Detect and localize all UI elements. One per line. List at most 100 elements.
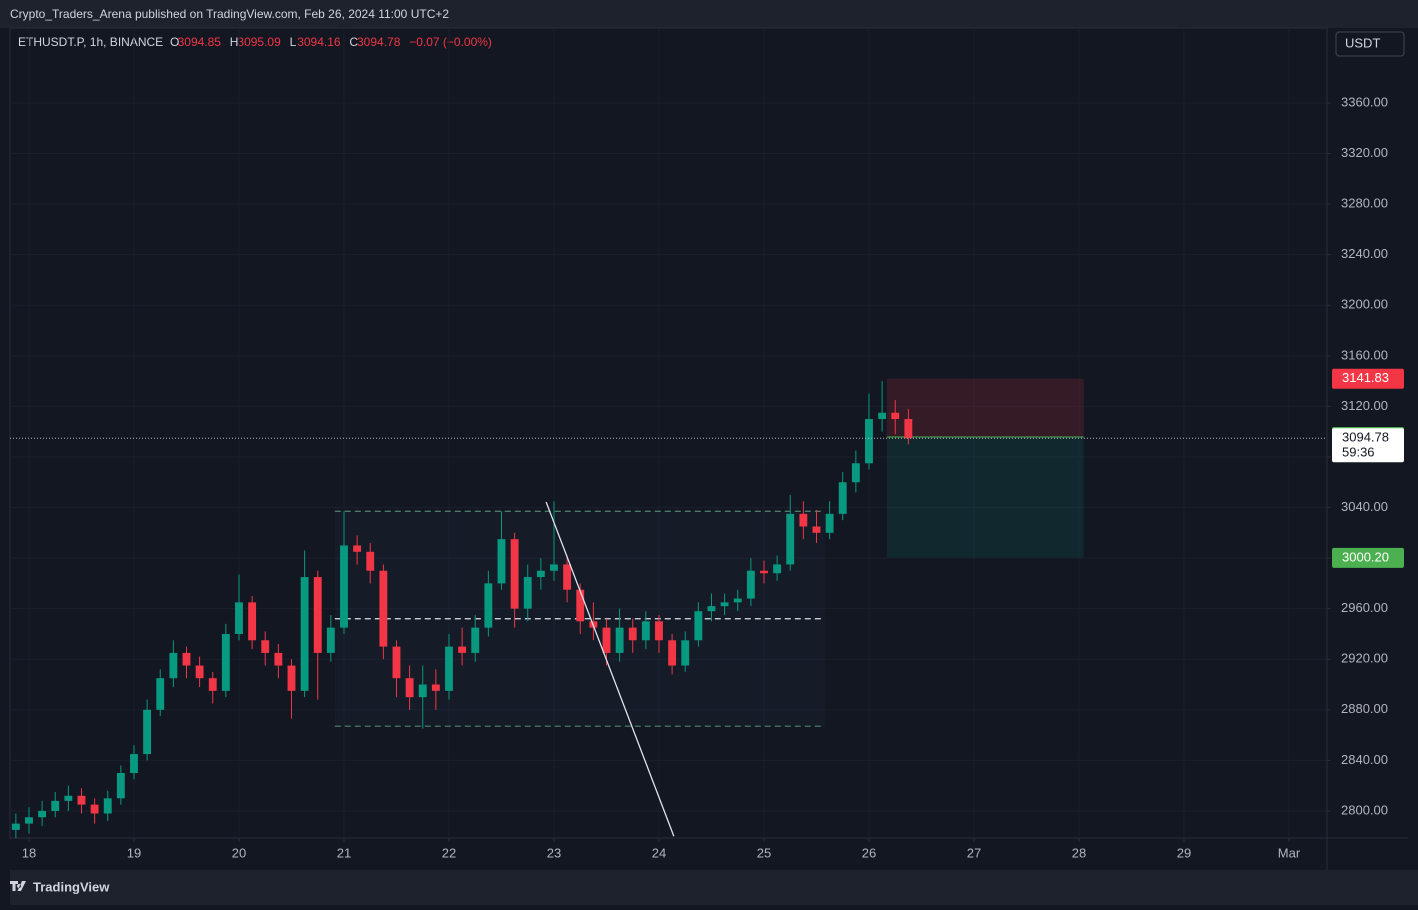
x-tick-label: 25	[757, 845, 771, 860]
x-tick-label: 19	[127, 845, 141, 860]
candle-body	[878, 412, 887, 420]
candle-body	[458, 646, 467, 653]
candle-body	[825, 513, 834, 533]
ohlc-key: L	[290, 35, 297, 49]
x-tick-label: 28	[1072, 845, 1086, 860]
candle-body	[865, 419, 873, 464]
candle-body	[143, 709, 152, 755]
ohlc-value: 3095.09	[237, 35, 281, 49]
candle-body	[418, 684, 427, 698]
price-tag	[1332, 547, 1404, 568]
y-tick-label: 2840.00	[1341, 752, 1388, 767]
candle-body	[602, 627, 611, 653]
y-tick-label: 2920.00	[1341, 651, 1388, 666]
x-tick-label: 18	[22, 845, 36, 860]
brand-icon	[10, 881, 26, 891]
candle-body	[326, 627, 335, 653]
candle-body	[248, 602, 257, 641]
brand: TradingView	[10, 879, 110, 894]
candle-body	[235, 602, 243, 634]
candle-body	[655, 621, 663, 641]
y-tick-label: 3240.00	[1341, 246, 1388, 261]
price-tag-label: 3094.78	[1342, 430, 1389, 445]
y-tick-label: 3280.00	[1341, 196, 1388, 211]
y-tick-label: 3040.00	[1341, 499, 1388, 514]
candle-body	[563, 564, 572, 590]
y-tick-label: 3320.00	[1341, 145, 1388, 160]
top-bar	[0, 0, 1418, 28]
candle-body	[11, 823, 20, 830]
candle-body	[340, 545, 348, 628]
candle-body	[760, 570, 768, 574]
price-tag-label: 3141.83	[1342, 370, 1389, 385]
candle-body	[313, 577, 322, 653]
candle-body	[550, 564, 558, 571]
candle-body	[353, 545, 362, 552]
x-tick-label: 21	[337, 845, 351, 860]
candle-body	[510, 539, 519, 609]
symbol: ETHUSDT.P, 1h, BINANCE	[18, 35, 163, 49]
candle-body	[261, 640, 270, 653]
candle-body	[707, 606, 716, 612]
target-zone	[886, 436, 1084, 558]
candle-body	[733, 598, 742, 603]
candle-body	[130, 754, 138, 774]
x-tick-label: 22	[442, 845, 456, 860]
candle-body	[25, 817, 33, 824]
footer-bar	[10, 870, 1418, 905]
ohlc-key: C	[349, 35, 358, 49]
candle-body	[379, 570, 388, 647]
trend-line	[545, 501, 675, 837]
candle-body	[445, 646, 453, 691]
ohlc-value: 3094.16	[297, 35, 341, 49]
candle-body	[195, 665, 204, 679]
candle-body	[287, 665, 296, 691]
y-tick-label: 3200.00	[1341, 297, 1388, 312]
plot	[11, 378, 1084, 838]
candle-body	[77, 795, 86, 805]
x-tick-label: 23	[547, 845, 561, 860]
candle-body	[208, 678, 217, 691]
candle-body	[786, 513, 795, 565]
candle-body	[773, 564, 782, 574]
ohlc-key: O	[170, 35, 179, 49]
candle-body	[523, 577, 532, 609]
published-note: Crypto_Traders_Arena published on Tradin…	[10, 7, 449, 21]
candle-body	[904, 419, 913, 439]
ohlc-key: H	[230, 35, 239, 49]
y-tick-label: 2800.00	[1341, 802, 1388, 817]
candle-body	[366, 551, 375, 571]
candle-body	[694, 611, 703, 641]
x-tick-label: 27	[967, 845, 981, 860]
candle-body	[746, 570, 755, 599]
candle-body	[64, 795, 73, 801]
candle-body	[274, 652, 283, 666]
currency-button[interactable]: USDT	[1335, 31, 1405, 57]
y-tick-label: 2960.00	[1341, 600, 1388, 615]
candle-body	[891, 412, 900, 420]
axes: 2800.00 2840.00 2880.00 2920.00 2960.00 3000.…	[22, 94, 1404, 860]
price-tag	[1332, 368, 1404, 389]
candle-body	[405, 678, 414, 698]
candle-body	[156, 678, 165, 710]
candle-body	[484, 583, 493, 628]
candle-body	[116, 773, 125, 799]
change: −0.07 (−0.00%)	[409, 35, 492, 49]
countdown: 59:36	[1342, 445, 1375, 460]
candle-body	[51, 800, 60, 811]
candle-body	[851, 463, 860, 483]
candle-body	[799, 513, 808, 527]
ohlc-value: 3094.78	[357, 35, 401, 49]
currency[interactable]: USDT	[1345, 35, 1380, 50]
plot-area	[9, 27, 1328, 839]
candle-body	[431, 684, 440, 691]
candle-body	[720, 602, 729, 607]
currency-box[interactable]	[1335, 31, 1405, 57]
candle-body	[103, 798, 112, 814]
candle-body	[182, 652, 191, 666]
stop-zone	[886, 378, 1084, 437]
ohlc-value: 3094.85	[178, 35, 222, 49]
x-tick-label: Mar	[1278, 845, 1301, 860]
